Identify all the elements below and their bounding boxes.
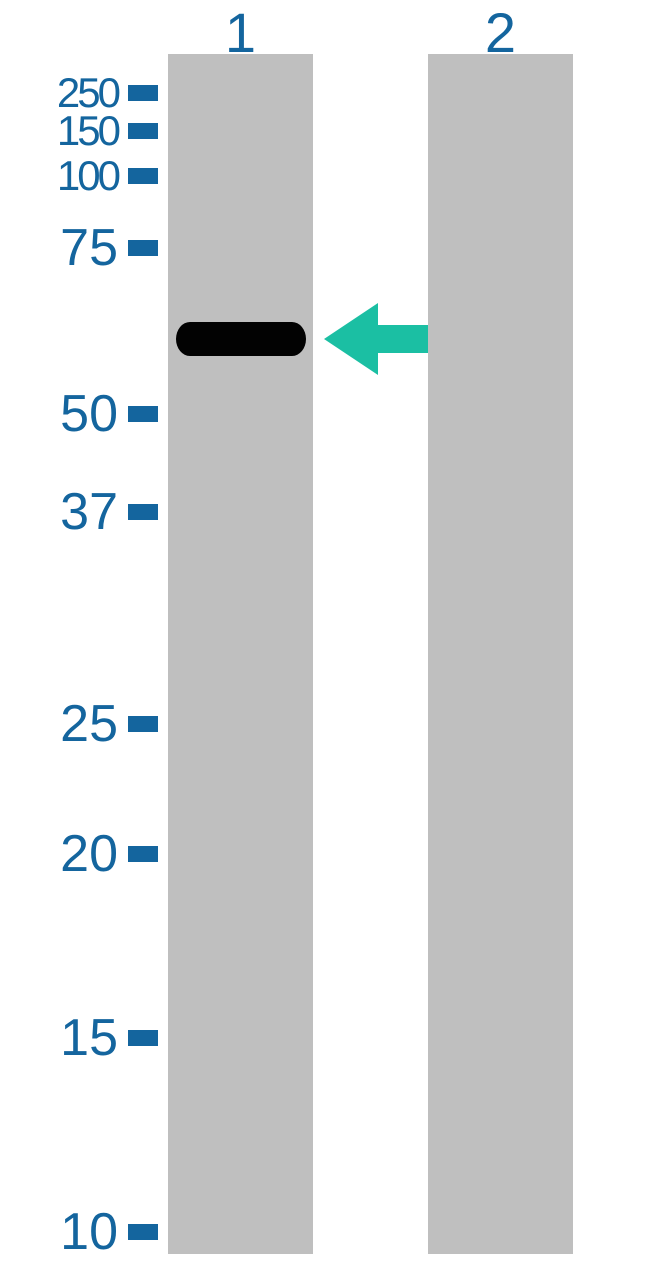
marker-label-20: 20 — [60, 824, 118, 884]
marker-label-10: 10 — [60, 1202, 118, 1262]
marker-tick-20 — [128, 846, 158, 862]
marker-tick-100 — [128, 168, 158, 184]
marker-label-75: 75 — [60, 218, 118, 278]
marker-label-150: 150 — [57, 107, 118, 155]
target-arrow-icon — [324, 303, 428, 375]
marker-label-50: 50 — [60, 384, 118, 444]
marker-label-100: 100 — [57, 152, 118, 200]
marker-tick-250 — [128, 85, 158, 101]
marker-label-37: 37 — [60, 482, 118, 542]
marker-tick-25 — [128, 716, 158, 732]
western-blot-figure: 1225015010075503725201510 — [0, 0, 650, 1270]
marker-tick-50 — [128, 406, 158, 422]
marker-tick-37 — [128, 504, 158, 520]
lane-1 — [168, 54, 313, 1254]
marker-tick-10 — [128, 1224, 158, 1240]
lane-2 — [428, 54, 573, 1254]
marker-label-15: 15 — [60, 1008, 118, 1068]
marker-tick-150 — [128, 123, 158, 139]
marker-tick-75 — [128, 240, 158, 256]
lane-label-2: 2 — [428, 0, 573, 65]
marker-tick-15 — [128, 1030, 158, 1046]
lane-label-1: 1 — [168, 0, 313, 65]
marker-label-25: 25 — [60, 694, 118, 754]
band-lane1-0 — [176, 322, 306, 356]
